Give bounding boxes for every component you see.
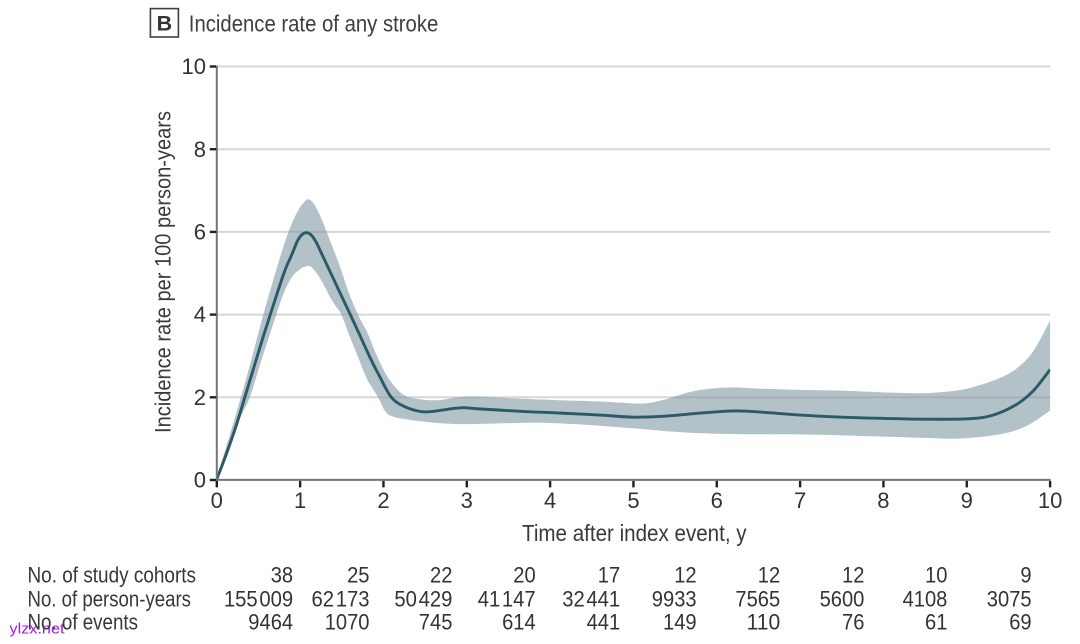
svg-text:7565: 7565: [735, 587, 780, 612]
svg-text:62 173: 62 173: [312, 587, 370, 612]
svg-text:Time after index event, y: Time after index event, y: [522, 520, 747, 546]
svg-text:5: 5: [627, 488, 639, 513]
svg-text:12: 12: [842, 563, 864, 588]
svg-text:3075: 3075: [987, 587, 1032, 612]
svg-text:ylzx.net: ylzx.net: [10, 622, 65, 638]
svg-text:No. of events: No. of events: [28, 610, 139, 635]
svg-text:8: 8: [877, 488, 889, 513]
svg-text:Incidence rate per 100 person-: Incidence rate per 100 person-years: [151, 111, 176, 433]
svg-text:No. of person-years: No. of person-years: [28, 587, 192, 612]
svg-text:Incidence rate of any stroke: Incidence rate of any stroke: [189, 11, 438, 37]
svg-text:12: 12: [758, 563, 780, 588]
svg-text:32 441: 32 441: [562, 587, 620, 612]
svg-text:20: 20: [513, 563, 535, 588]
svg-text:6: 6: [194, 220, 206, 245]
svg-text:No. of study cohorts: No. of study cohorts: [28, 563, 197, 588]
svg-text:110: 110: [747, 610, 781, 635]
svg-text:149: 149: [663, 610, 697, 635]
svg-text:2: 2: [377, 488, 389, 513]
svg-text:41 147: 41 147: [478, 587, 536, 612]
svg-text:614: 614: [502, 610, 536, 635]
svg-text:745: 745: [419, 610, 453, 635]
svg-text:1: 1: [294, 488, 306, 513]
svg-text:0: 0: [194, 468, 206, 493]
svg-text:0: 0: [211, 488, 223, 513]
svg-text:38: 38: [271, 563, 293, 588]
svg-text:155 009: 155 009: [224, 587, 293, 612]
svg-text:50 429: 50 429: [394, 587, 452, 612]
svg-text:7: 7: [794, 488, 806, 513]
svg-text:9933: 9933: [652, 587, 697, 612]
svg-text:1070: 1070: [325, 610, 370, 635]
svg-text:B: B: [157, 12, 173, 36]
svg-text:69: 69: [1009, 610, 1031, 635]
svg-text:4108: 4108: [903, 587, 948, 612]
svg-text:61: 61: [925, 610, 947, 635]
svg-text:4: 4: [544, 488, 556, 513]
svg-text:3: 3: [461, 488, 473, 513]
svg-text:6: 6: [711, 488, 723, 513]
svg-text:9: 9: [1020, 563, 1031, 588]
svg-text:25: 25: [347, 563, 369, 588]
svg-text:441: 441: [587, 610, 621, 635]
svg-text:10: 10: [925, 563, 947, 588]
svg-text:2: 2: [194, 385, 206, 410]
svg-text:12: 12: [674, 563, 696, 588]
svg-text:10: 10: [182, 54, 206, 79]
svg-text:9464: 9464: [248, 610, 293, 635]
svg-text:76: 76: [842, 610, 864, 635]
svg-text:9: 9: [961, 488, 973, 513]
svg-text:8: 8: [194, 137, 206, 162]
svg-text:10: 10: [1038, 488, 1062, 513]
svg-text:17: 17: [598, 563, 620, 588]
svg-text:22: 22: [430, 563, 452, 588]
svg-text:5600: 5600: [820, 587, 865, 612]
svg-text:4: 4: [194, 302, 206, 327]
